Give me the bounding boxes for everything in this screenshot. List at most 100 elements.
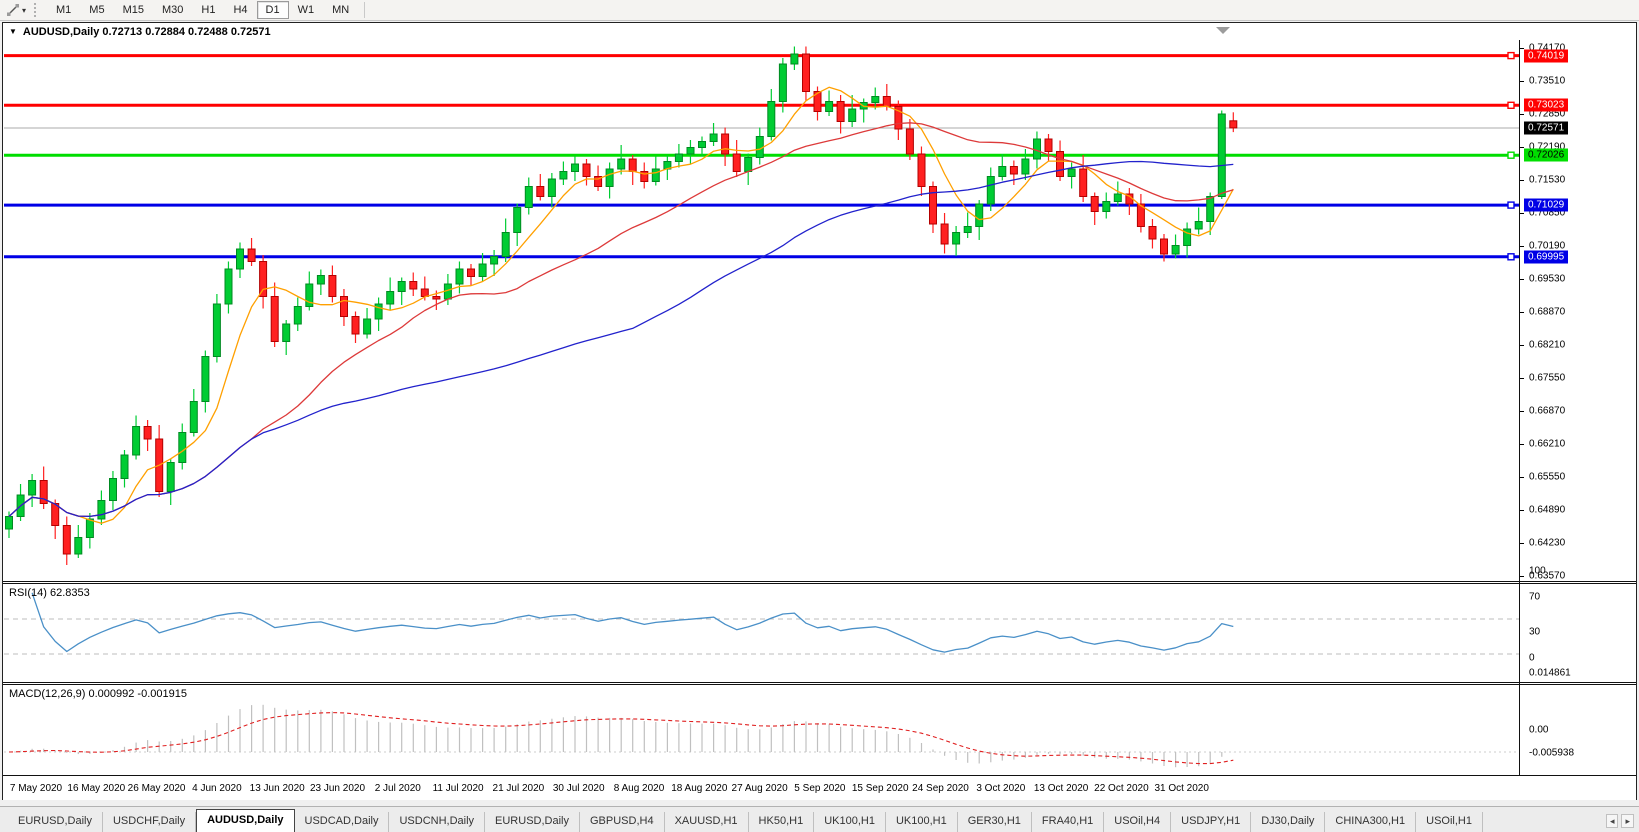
price-tick-mark (1520, 213, 1524, 214)
chart-tab-usdjpy-h1[interactable]: USDJPY,H1 (1171, 812, 1252, 832)
chart-window: ▼ AUDUSD,Daily 0.72713 0.72884 0.72488 0… (2, 22, 1637, 800)
price-tick-mark (1520, 378, 1524, 379)
rsi-panel[interactable]: RSI(14) 62.8353 (4, 585, 1519, 681)
date-axis-label: 18 Aug 2020 (671, 783, 728, 794)
toolbar-grip[interactable] (34, 3, 39, 17)
timeframe-buttons: M1 M5 M15 M30 H1 H4 D1 W1 MN (47, 1, 358, 19)
macd-panel[interactable]: MACD(12,26,9) 0.000992 -0.001915 (4, 686, 1519, 775)
date-axis-label: 2 Jul 2020 (374, 783, 421, 794)
toolbar-dropdown-caret-icon[interactable]: ▾ (22, 5, 27, 15)
rsi-axis-label: 70 (1529, 591, 1541, 603)
date-axis[interactable]: 7 May 2020 16 May 2020 26 May 2020 4 Jun 20… (3, 775, 1636, 800)
chart-title-row: ▼ AUDUSD,Daily 0.72713 0.72884 0.72488 0… (3, 23, 1636, 40)
chart-tab-usdcnh-daily[interactable]: USDCNH,Daily (389, 812, 486, 832)
price-tick-mark (1520, 279, 1524, 280)
rsi-axis-label: 0 (1529, 652, 1535, 664)
date-axis-label: 15 Sep 2020 (851, 783, 909, 794)
main-chart-area[interactable] (4, 41, 1519, 579)
date-axis-label: 23 Jun 2020 (309, 783, 366, 794)
chart-tab-uk100-h1[interactable]: UK100,H1 (885, 812, 958, 832)
chart-shift-marker-icon[interactable] (1216, 27, 1230, 34)
price-tick-label: 0.70850 (1529, 207, 1566, 219)
price-tick-mark (1520, 312, 1524, 313)
timeframe-button-h1[interactable]: H1 (201, 4, 216, 16)
level-price-badge: 0.72026 (1524, 148, 1569, 162)
price-tick-mark (1520, 477, 1524, 478)
chart-tab-audusd-daily[interactable]: AUDUSD,Daily (196, 809, 295, 832)
price-tick-mark (1520, 345, 1524, 346)
price-tick-label: 0.66870 (1529, 405, 1566, 417)
chart-tab-ger30-h1[interactable]: GER30,H1 (957, 812, 1032, 832)
chart-tab-gbpusd-h4[interactable]: GBPUSD,H4 (580, 812, 665, 832)
chart-tab-china300-h1[interactable]: CHINA300,H1 (1325, 812, 1417, 832)
price-tick-label: 0.74170 (1529, 42, 1566, 54)
panel-separator-rsi[interactable] (3, 581, 1636, 584)
macd-axis-label: 0.00 (1529, 724, 1549, 736)
date-axis-label: 22 Oct 2020 (1094, 783, 1149, 794)
chart-tab-usdchf-daily[interactable]: USDCHF,Daily (102, 812, 197, 832)
timeframe-button-m1[interactable]: M1 (56, 4, 72, 16)
price-tick-label: 0.65550 (1529, 471, 1566, 483)
chart-tab-hk50-h1[interactable]: HK50,H1 (748, 812, 815, 832)
collapse-caret-icon[interactable]: ▼ (9, 27, 17, 36)
date-axis-label: 24 Sep 2020 (912, 783, 969, 794)
date-axis-label: 8 Aug 2020 (613, 783, 665, 794)
date-axis-label: 16 May 2020 (67, 783, 126, 794)
toolbar-separator (364, 2, 366, 18)
tab-scroll-right-icon[interactable]: ▸ (1621, 814, 1634, 828)
price-axis[interactable]: 0.74170 0.73510 0.72850 0.72190 0.71530 0.708… (1519, 40, 1637, 775)
tab-scroll-left-icon[interactable]: ◂ (1605, 814, 1619, 828)
price-tick-label: 0.64230 (1529, 537, 1566, 549)
price-tick-label: 0.72850 (1529, 108, 1566, 120)
line-style-icon[interactable] (4, 2, 22, 18)
price-tick-mark (1520, 510, 1524, 511)
price-tick-label: 0.70190 (1529, 240, 1566, 252)
timeframe-toolbar: ▾ M1 M5 M15 M30 H1 H4 D1 W1 MN (0, 0, 1639, 21)
chart-tab-bar: EURUSD,Daily USDCHF,Daily AUDUSD,Daily USDC… (0, 806, 1639, 832)
level-price-badge: 0.74019 (1524, 49, 1569, 63)
date-axis-label: 7 May 2020 (9, 783, 63, 794)
chart-tab-fra40-h1[interactable]: FRA40,H1 (1031, 812, 1105, 832)
price-tick-mark (1520, 114, 1524, 115)
timeframe-button-m30[interactable]: M30 (161, 4, 184, 16)
chart-tab-usoil-h1[interactable]: USOil,H1 (1416, 812, 1483, 832)
price-tick-label: 0.67550 (1529, 372, 1566, 384)
date-axis-label: 13 Oct 2020 (1033, 783, 1089, 794)
chart-tab-eurusd-daily[interactable]: EURUSD,Daily (8, 812, 103, 832)
chart-tab-dj30-daily[interactable]: DJ30,Daily (1251, 812, 1326, 832)
macd-label: MACD(12,26,9) 0.000992 -0.001915 (9, 688, 187, 700)
timeframe-button-m15[interactable]: M15 (122, 4, 144, 16)
level-price-badge: 0.71029 (1524, 198, 1569, 212)
tab-scroll-arrows: ◂ ▸ (1601, 814, 1639, 832)
timeframe-button-m5[interactable]: M5 (89, 4, 105, 16)
level-price-badge: 0.69995 (1524, 250, 1569, 264)
timeframe-button-h4[interactable]: H4 (233, 4, 248, 16)
level-price-badge: 0.73023 (1524, 98, 1569, 112)
rsi-axis-label: 30 (1529, 626, 1541, 638)
date-axis-label: 30 Jul 2020 (552, 783, 605, 794)
timeframe-button-d1[interactable]: D1 (256, 1, 289, 19)
timeframe-button-w1[interactable]: W1 (297, 4, 315, 16)
chart-title: AUDUSD,Daily 0.72713 0.72884 0.72488 0.7… (22, 25, 271, 38)
price-tick-mark (1520, 180, 1524, 181)
price-tick-label: 0.71530 (1529, 174, 1566, 186)
date-axis-label: 27 Aug 2020 (731, 783, 788, 794)
chart-tab-xauusd-h1[interactable]: XAUUSD,H1 (664, 812, 749, 832)
chart-tab-usoil-h4[interactable]: USOil,H4 (1104, 812, 1172, 832)
date-axis-label: 5 Sep 2020 (794, 783, 846, 794)
panel-separator-macd[interactable] (3, 682, 1636, 685)
chart-tab-eurusd-daily[interactable]: EURUSD,Daily (485, 812, 580, 832)
price-tick-mark (1520, 246, 1524, 247)
rsi-axis-label: 100 (1529, 565, 1546, 577)
date-axis-label: 4 Jun 2020 (192, 783, 242, 794)
chart-tab-uk100-h1[interactable]: UK100,H1 (814, 812, 886, 832)
rsi-label: RSI(14) 62.8353 (9, 587, 90, 599)
price-tick-mark (1520, 48, 1524, 49)
price-tick-mark (1520, 411, 1524, 412)
timeframe-button-mn[interactable]: MN (332, 4, 350, 16)
price-tick-label: 0.66210 (1529, 438, 1566, 450)
chart-tabs: EURUSD,Daily USDCHF,Daily AUDUSD,Daily USDC… (8, 809, 1483, 832)
chart-tab-usdcad-daily[interactable]: USDCAD,Daily (294, 812, 390, 832)
macd-axis-label: 0.014861 (1529, 667, 1571, 679)
